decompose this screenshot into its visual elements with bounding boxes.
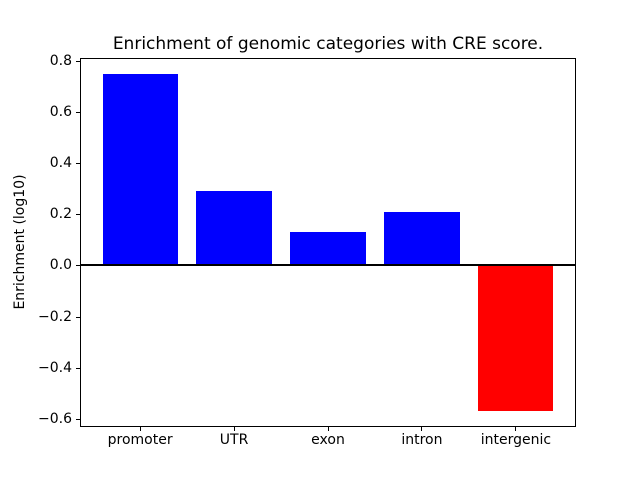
y-tick-label: −0.4 bbox=[38, 359, 72, 376]
y-tick-label: 0.2 bbox=[49, 206, 72, 223]
zero-line bbox=[81, 264, 575, 267]
x-tick-mark bbox=[515, 427, 517, 431]
y-tick-mark bbox=[76, 61, 80, 63]
x-tick-mark bbox=[327, 427, 329, 431]
y-tick-label: 0.6 bbox=[49, 104, 72, 121]
bar-intron bbox=[384, 211, 460, 266]
x-tick-label-exon: exon bbox=[311, 432, 345, 448]
y-tick-label: 0.8 bbox=[49, 53, 72, 70]
x-tick-mark bbox=[139, 427, 141, 431]
y-tick-mark bbox=[76, 418, 80, 420]
bar-intergenic bbox=[478, 265, 554, 411]
y-tick-mark bbox=[76, 214, 80, 216]
y-tick-mark bbox=[76, 112, 80, 114]
y-axis-label: Enrichment (log10) bbox=[12, 174, 28, 310]
bar-promoter bbox=[102, 74, 178, 266]
y-tick-label: −0.2 bbox=[38, 308, 72, 325]
x-tick-label-intron: intron bbox=[401, 432, 443, 448]
y-tick-label: 0.0 bbox=[49, 257, 72, 274]
y-tick-mark bbox=[76, 163, 80, 165]
chart-title: Enrichment of genomic categories with CR… bbox=[112, 34, 544, 54]
y-tick-mark bbox=[76, 316, 80, 318]
x-tick-mark bbox=[233, 427, 235, 431]
bar-exon bbox=[290, 232, 366, 266]
plot-area bbox=[80, 58, 576, 427]
y-tick-mark bbox=[76, 367, 80, 369]
bar-UTR bbox=[196, 191, 272, 266]
x-tick-label-intergenic: intergenic bbox=[480, 432, 552, 448]
y-tick-mark bbox=[76, 265, 80, 267]
x-tick-mark bbox=[421, 427, 423, 431]
x-tick-label-UTR: UTR bbox=[219, 432, 249, 448]
y-tick-label: 0.4 bbox=[49, 155, 72, 172]
y-tick-label: −0.6 bbox=[38, 410, 72, 427]
x-tick-label-promoter: promoter bbox=[107, 432, 173, 448]
